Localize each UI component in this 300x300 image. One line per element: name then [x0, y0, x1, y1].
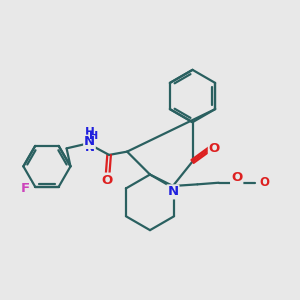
Text: F: F: [21, 182, 30, 195]
Text: O: O: [260, 176, 270, 189]
Text: O: O: [209, 142, 220, 155]
Text: O: O: [102, 174, 113, 187]
Text: N: N: [84, 135, 95, 148]
Text: H: H: [89, 131, 98, 141]
Text: N: N: [167, 185, 178, 198]
Text: O: O: [231, 171, 242, 184]
Text: H
N: H N: [85, 126, 94, 154]
